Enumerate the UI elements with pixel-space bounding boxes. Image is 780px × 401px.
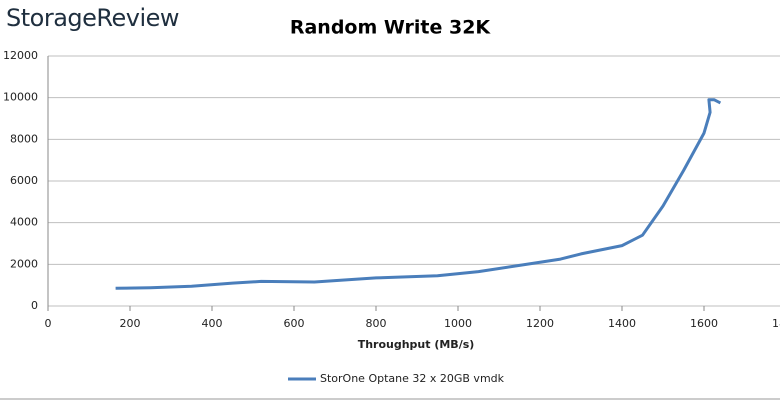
y-tick-label: 8000 [10,132,38,145]
x-tick-label: 1000 [444,317,472,330]
x-tick-label: 800 [366,317,387,330]
logo: StorageReview [6,4,179,32]
y-tick-label: 10000 [3,91,38,104]
x-tick-label: 1200 [526,317,554,330]
legend-label: StorOne Optane 32 x 20GB vmdk [320,372,505,385]
x-tick-label: 600 [284,317,305,330]
x-tick-label: 1800 [772,317,780,330]
chart-title: Random Write 32K [290,17,492,39]
x-tick-label: 1400 [608,317,636,330]
x-tick-label: 200 [120,317,141,330]
y-tick-label: 4000 [10,216,38,229]
y-tick-label: 2000 [10,257,38,270]
x-tick-label: 400 [202,317,223,330]
y-tick-label: 12000 [3,49,38,62]
y-tick-label: 0 [31,299,38,312]
series-line [115,98,722,290]
x-tick-label: 0 [45,317,52,330]
y-tick-label: 6000 [10,174,38,187]
x-tick-label: 1600 [690,317,718,330]
x-axis-label: Throughput (MB/s) [358,338,475,351]
